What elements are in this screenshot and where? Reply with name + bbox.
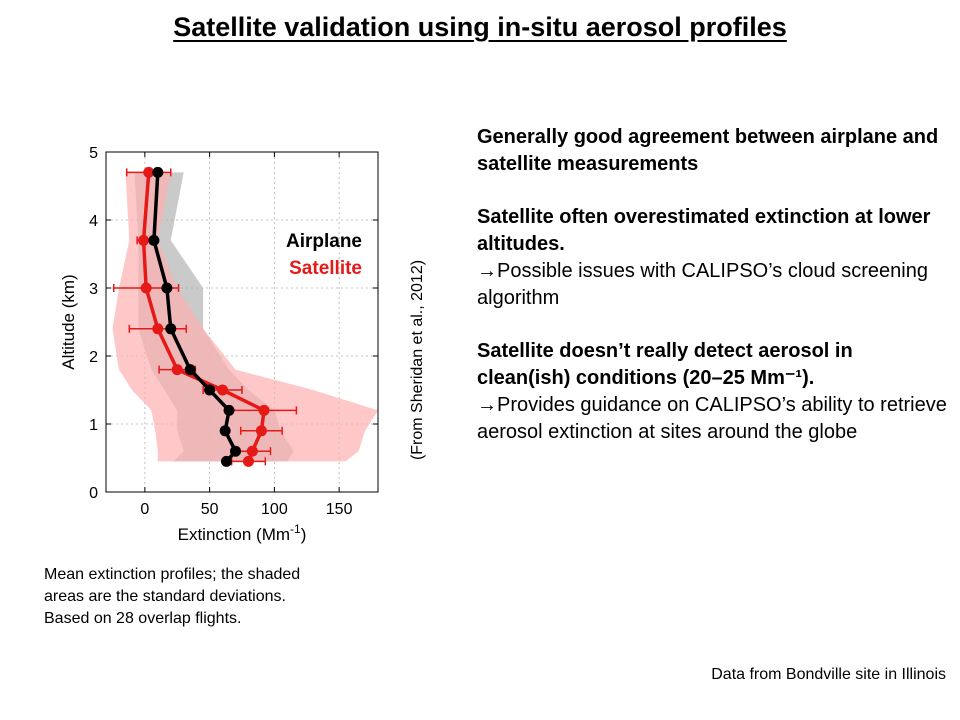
axis-ticks: 0 50 100 150 0 1 2 3 4 5	[89, 145, 378, 518]
data-point	[184, 364, 196, 376]
data-point	[148, 234, 160, 246]
series-group	[113, 166, 298, 467]
x-tick-label: 100	[261, 501, 288, 518]
finding-overestimate: Satellite often overestimated extinction…	[477, 204, 947, 312]
y-tick-label: 0	[89, 485, 98, 502]
finding-agreement: Generally good agreement between airplan…	[477, 126, 939, 175]
data-point	[140, 282, 152, 294]
data-point	[217, 384, 229, 396]
x-axis-label-sup: -1	[290, 522, 301, 536]
finding-overestimate-headline: Satellite often overestimated extinction…	[477, 206, 931, 255]
data-point	[242, 455, 254, 467]
arrow-icon: →	[477, 394, 497, 416]
data-point	[220, 455, 232, 467]
citation: (From Sheridan et al., 2012)	[409, 259, 426, 461]
data-point	[246, 445, 258, 457]
figure-caption: Mean extinction profiles; the shaded are…	[44, 564, 300, 630]
y-tick-label: 2	[89, 349, 98, 366]
data-point	[143, 166, 155, 178]
data-point	[138, 234, 150, 246]
y-tick-label: 3	[89, 281, 98, 298]
y-tick-label: 1	[89, 417, 98, 434]
y-axis-label: Altitude (km)	[59, 274, 78, 369]
data-point	[152, 323, 164, 335]
x-tick-label: 150	[326, 501, 353, 518]
slide-title: Satellite validation using in-situ aeros…	[173, 12, 787, 42]
series-group	[148, 166, 242, 467]
y-tick-label: 5	[89, 145, 98, 162]
y-tick-label: 4	[89, 213, 98, 230]
std-dev-bands	[112, 172, 378, 462]
extinction-profile-chart: 0 50 100 150 0 1 2 3 4 5 Altitude (km) Extinction…	[59, 145, 379, 544]
finding-clean-conditions: Satellite doesn’t really detect aerosol …	[477, 338, 947, 446]
x-axis-label-end: )	[301, 525, 307, 544]
finding-overestimate-detail: Possible issues with CALIPSO’s cloud scr…	[477, 260, 928, 309]
x-axis-label: Extinction (Mm-1)	[178, 522, 307, 544]
data-point	[171, 364, 183, 376]
data-point	[219, 425, 231, 437]
data-point	[258, 404, 270, 416]
plot-frame	[105, 151, 379, 493]
chart-legend: Airplane Satellite	[286, 231, 362, 279]
chart-series	[113, 166, 298, 467]
caption-line-3: Based on 28 overlap flights.	[44, 610, 242, 627]
data-point	[223, 404, 235, 416]
arrow-icon: →	[477, 260, 497, 282]
data-point	[230, 445, 242, 457]
data-point	[165, 323, 177, 335]
data-point	[204, 384, 216, 396]
legend-entry: Satellite	[289, 258, 362, 279]
data-point	[152, 166, 164, 178]
finding-clean-detail: Provides guidance on CALIPSO’s ability t…	[477, 394, 947, 443]
std-dev-band	[112, 172, 378, 462]
source-note: Data from Bondville site in Illinois	[711, 666, 946, 683]
data-point	[161, 282, 173, 294]
caption-line-1: Mean extinction profiles; the shaded	[44, 566, 301, 583]
x-tick-label: 50	[201, 501, 219, 518]
data-point	[255, 425, 267, 437]
caption-line-2: areas are the standard deviations.	[44, 588, 286, 605]
finding-clean-headline: Satellite doesn’t really detect aerosol …	[477, 340, 853, 389]
legend-entry: Airplane	[286, 231, 362, 252]
x-tick-label: 0	[140, 501, 149, 518]
findings-text: Generally good agreement between airplan…	[477, 124, 947, 472]
series-line	[152, 172, 238, 463]
x-axis-label-main: Extinction (Mm	[178, 525, 290, 544]
